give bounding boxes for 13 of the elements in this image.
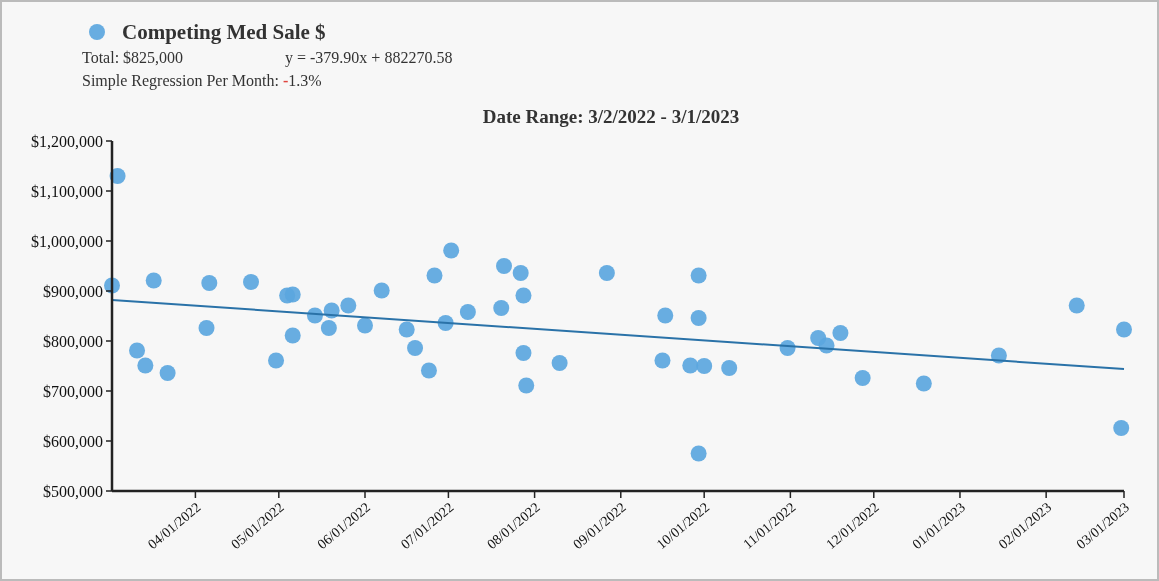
chart-title: Date Range: 3/2/2022 - 3/1/2023 <box>482 106 740 127</box>
y-tick-label: $500,000 <box>43 482 103 500</box>
legend-label: Competing Med Sale $ <box>122 20 326 44</box>
text: Total: $825,000 <box>82 49 184 66</box>
text: y = -379.90x + 882270.58 <box>285 49 453 67</box>
y-tick-label: $700,000 <box>43 382 103 400</box>
y-tick-label: $900,000 <box>43 282 103 300</box>
text: Simple Regression Per Month: -1.3% <box>82 72 322 90</box>
y-tick-label: $1,200,000 <box>31 132 103 150</box>
y-tick-label: $1,000,000 <box>31 232 103 250</box>
y-tick-label: $800,000 <box>43 332 103 350</box>
y-tick-label: $1,100,000 <box>31 182 103 200</box>
y-tick-label: $600,000 <box>43 432 103 450</box>
